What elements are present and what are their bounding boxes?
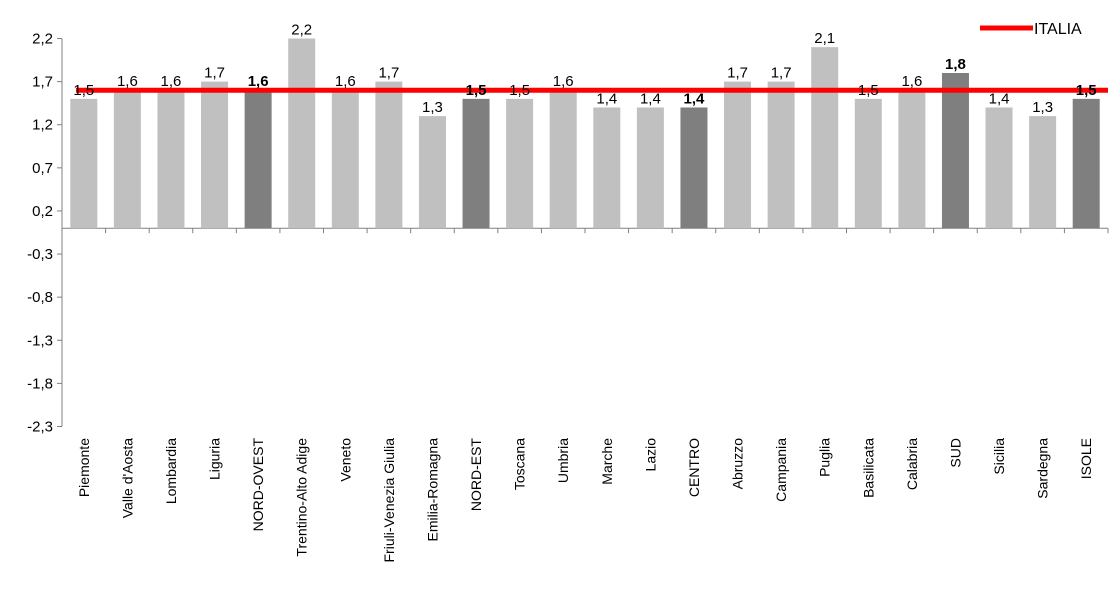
y-tick-label: 0,2 [32,203,53,220]
category-label-7: Veneto [337,438,353,482]
category-label-9: Emilia-Romagna [424,438,440,542]
category-label-19: Basilicata [860,438,876,498]
data-label-7: 1,6 [335,73,356,90]
bar-4 [201,81,229,229]
bar-21 [941,72,969,229]
bars [70,38,1100,229]
category-label-10: NORD-EST [468,438,484,512]
category-label-16: Abruzzo [730,438,746,490]
category-label-12: Umbria [555,438,571,483]
bar-11 [506,98,534,229]
data-label-24: 1,5 [1076,82,1097,99]
y-tick-label: -0,8 [27,289,53,306]
data-label-9: 1,3 [422,99,443,116]
category-label-6: Trentino-Alto Adige [294,438,310,557]
bar-9 [418,116,446,229]
data-labels: 1,5 1,6 1,6 1,7 1,6 2,2 1,6 1,7 1,3 1,5 1,5 1,6 1,4 1… [73,22,1096,117]
bar-14 [636,107,664,229]
bar-12 [549,90,577,229]
data-label-2: 1,6 [117,73,138,90]
category-label-18: Puglia [817,438,833,477]
category-label-24: ISOLE [1078,438,1094,479]
category-label-17: Campania [773,438,789,502]
category-label-15: CENTRO [686,438,702,497]
data-label-13: 1,4 [596,90,617,107]
data-label-19: 1,5 [858,82,879,99]
category-label-1: Piemonte [76,438,92,497]
bar-20 [898,90,926,229]
data-label-5: 1,6 [248,73,269,90]
category-label-22: Sicilia [991,438,1007,475]
data-label-6: 2,2 [291,22,312,39]
bar-7 [331,90,359,229]
category-label-14: Lazio [642,438,658,472]
data-label-15: 1,4 [684,90,706,107]
data-label-10: 1,5 [466,82,487,99]
bar-15 [680,107,708,229]
bar-3 [157,90,185,229]
bar-17 [767,81,795,229]
bar-18 [811,47,839,229]
category-label-20: Calabria [904,438,920,490]
category-label-21: SUD [947,438,963,468]
category-label-2: Valle d'Aosta [119,438,135,518]
bar-23 [1029,116,1057,229]
data-label-18: 2,1 [814,30,835,47]
bar-24 [1072,98,1100,229]
bar-10 [462,98,490,229]
category-label-3: Lombardia [163,438,179,504]
category-label-11: Toscana [512,438,528,490]
bar-1 [70,98,98,229]
bar-2 [113,90,141,229]
axes: 2,2 1,7 1,2 0,7 0,2 -0,3 -0,8 -1,3 -1,8 -2,3 [27,31,1109,436]
y-tick-label: -0,3 [27,246,53,263]
legend-label-italia: ITALIA [1034,21,1082,38]
bar-5 [244,90,272,229]
y-tick-label: 1,7 [32,74,53,91]
data-label-16: 1,7 [727,65,748,82]
category-label-4: Liguria [207,438,223,480]
legend: ITALIA [980,21,1082,38]
data-label-21: 1,8 [945,56,966,73]
y-tick-label: -1,3 [27,332,53,349]
category-label-23: Sardegna [1035,438,1051,499]
data-label-8: 1,7 [378,65,399,82]
y-tick-label: -2,3 [27,419,53,436]
data-label-14: 1,4 [640,90,661,107]
y-tick-label: -1,8 [27,375,53,392]
bar-16 [724,81,752,229]
data-label-22: 1,4 [989,90,1010,107]
category-labels: Piemonte Valle d'Aosta Lombardia Liguria NOR… [76,438,1094,563]
data-label-23: 1,3 [1032,99,1053,116]
data-label-17: 1,7 [771,65,792,82]
y-tick-label: 0,7 [32,160,53,177]
data-label-20: 1,6 [901,73,922,90]
bar-6 [288,38,316,229]
y-tick-label: 1,2 [32,117,53,134]
data-label-11: 1,5 [509,82,530,99]
bar-8 [375,81,403,229]
category-label-8: Friuli-Venezia Giulia [381,438,397,563]
y-tick-label: 2,2 [32,31,53,48]
data-label-1: 1,5 [73,82,94,99]
category-label-5: NORD-OVEST [250,438,266,532]
bar-22 [985,107,1013,229]
data-label-4: 1,7 [204,65,225,82]
category-label-13: Marche [599,438,615,485]
data-label-12: 1,6 [553,73,574,90]
bar-13 [593,107,621,229]
data-label-3: 1,6 [161,73,182,90]
bar-19 [854,98,882,229]
